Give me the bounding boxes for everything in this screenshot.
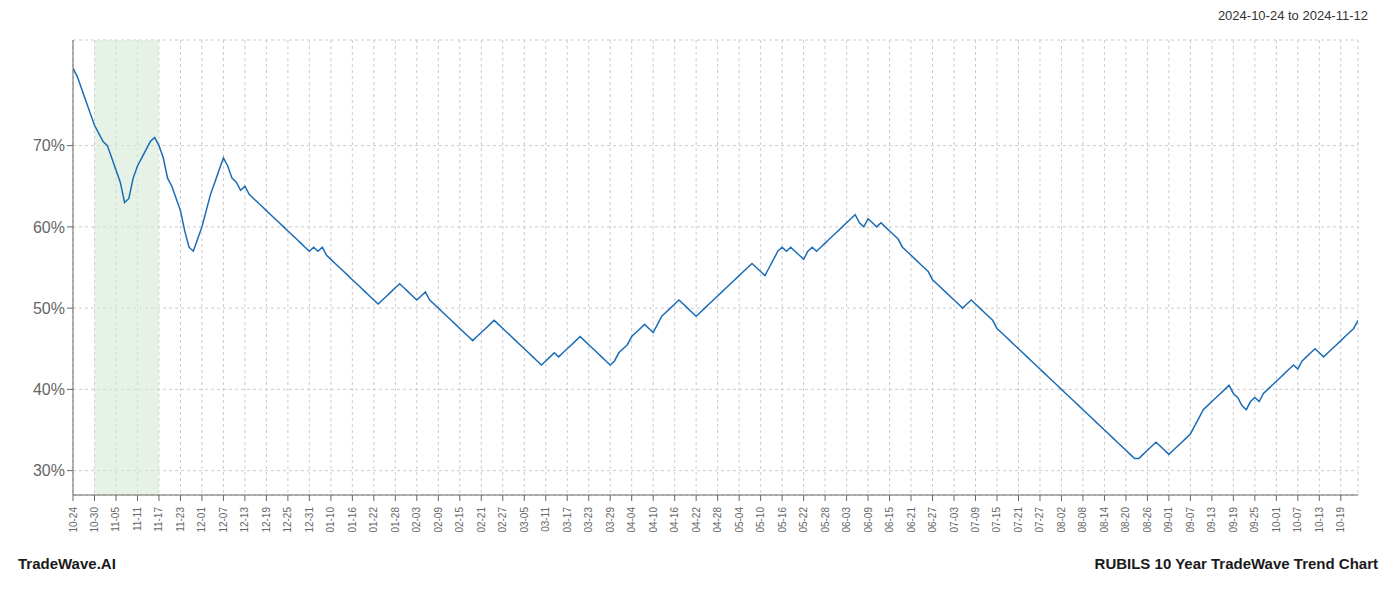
svg-text:40%: 40% (33, 381, 65, 398)
svg-text:08-26: 08-26 (1142, 507, 1153, 533)
svg-text:12-13: 12-13 (239, 507, 250, 533)
svg-text:04-22: 04-22 (691, 507, 702, 533)
svg-text:09-01: 09-01 (1163, 507, 1174, 533)
svg-text:10-30: 10-30 (89, 507, 100, 533)
svg-text:10-19: 10-19 (1335, 507, 1346, 533)
svg-text:08-14: 08-14 (1099, 507, 1110, 533)
svg-text:10-07: 10-07 (1292, 507, 1303, 533)
svg-text:11-23: 11-23 (175, 507, 186, 532)
svg-text:07-15: 07-15 (991, 507, 1002, 533)
svg-text:70%: 70% (33, 137, 65, 154)
svg-text:04-10: 04-10 (648, 507, 659, 533)
svg-text:06-03: 06-03 (841, 507, 852, 533)
html-text:TradeWave.AI: TradeWave.AI (18, 554, 116, 572)
svg-text:08-02: 08-02 (1056, 507, 1067, 533)
svg-text:04-16: 04-16 (669, 507, 680, 533)
svg-text:12-31: 12-31 (304, 507, 315, 533)
svg-text:10-13: 10-13 (1314, 507, 1325, 533)
svg-text:03-05: 03-05 (519, 507, 530, 533)
svg-text:08-20: 08-20 (1120, 507, 1131, 533)
html-text:RUBILS 10 Year TradeWave Trend: RUBILS 10 Year TradeWave Trend Chart (1094, 554, 1378, 572)
svg-text:06-27: 06-27 (927, 507, 938, 533)
svg-text:03-17: 03-17 (562, 507, 573, 533)
svg-text:01-22: 01-22 (368, 507, 379, 533)
svg-text:04-04: 04-04 (626, 507, 637, 533)
svg-text:02-21: 02-21 (476, 507, 487, 533)
svg-text:10-01: 10-01 (1271, 507, 1282, 533)
svg-text:06-15: 06-15 (884, 507, 895, 533)
svg-text:09-07: 09-07 (1185, 507, 1196, 533)
svg-text:06-21: 06-21 (906, 507, 917, 533)
svg-text:09-19: 09-19 (1228, 507, 1239, 533)
svg-text:11-17: 11-17 (153, 507, 164, 532)
svg-text:05-22: 05-22 (798, 507, 809, 533)
svg-text:03-23: 03-23 (583, 507, 594, 533)
svg-text:09-13: 09-13 (1206, 507, 1217, 533)
svg-text:01-16: 01-16 (347, 507, 358, 533)
svg-text:02-15: 02-15 (454, 507, 465, 533)
svg-text:08-08: 08-08 (1077, 507, 1088, 533)
html-text:2024-10-24 to 2024-11-12: 2024-10-24 to 2024-11-12 (1217, 8, 1368, 23)
svg-text:12-07: 12-07 (218, 507, 229, 533)
svg-text:07-21: 07-21 (1013, 507, 1024, 533)
svg-text:11-11: 11-11 (132, 507, 143, 532)
svg-text:10-24: 10-24 (68, 507, 79, 533)
svg-text:07-09: 07-09 (970, 507, 981, 533)
svg-text:50%: 50% (33, 300, 65, 317)
svg-text:01-28: 01-28 (390, 507, 401, 533)
svg-text:05-04: 05-04 (734, 507, 745, 533)
svg-text:05-16: 05-16 (777, 507, 788, 533)
svg-text:01-10: 01-10 (325, 507, 336, 533)
svg-text:02-09: 02-09 (433, 507, 444, 533)
svg-text:07-27: 07-27 (1034, 507, 1045, 533)
svg-text:09-25: 09-25 (1249, 507, 1260, 533)
svg-text:02-03: 02-03 (411, 507, 422, 533)
svg-text:11-05: 11-05 (110, 507, 121, 532)
svg-text:12-25: 12-25 (282, 507, 293, 533)
svg-text:12-01: 12-01 (196, 507, 207, 533)
svg-text:04-28: 04-28 (712, 507, 723, 533)
svg-text:03-29: 03-29 (605, 507, 616, 533)
svg-text:12-19: 12-19 (261, 507, 272, 533)
svg-text:05-28: 05-28 (820, 507, 831, 533)
svg-text:06-09: 06-09 (863, 507, 874, 533)
svg-text:60%: 60% (33, 219, 65, 236)
svg-text:02-27: 02-27 (497, 507, 508, 533)
svg-text:07-03: 07-03 (949, 507, 960, 533)
svg-text:30%: 30% (33, 462, 65, 479)
svg-text:03-11: 03-11 (540, 507, 551, 532)
svg-text:05-10: 05-10 (755, 507, 766, 533)
